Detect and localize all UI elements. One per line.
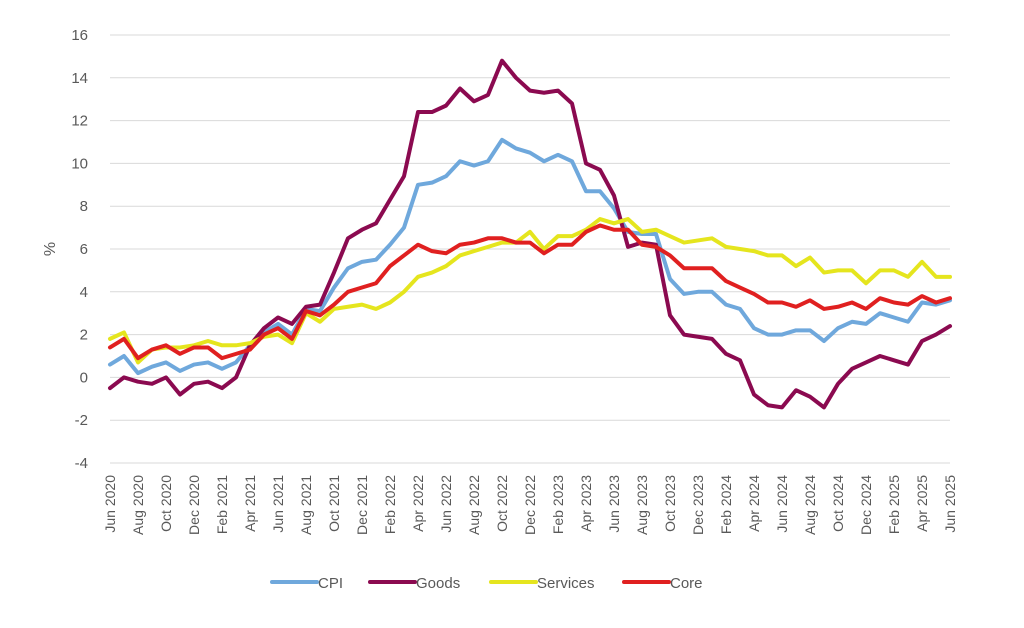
x-tick-label: Feb 2024 <box>718 475 734 534</box>
legend-label-goods: Goods <box>416 575 460 592</box>
x-tick-label: Apr 2022 <box>410 475 426 532</box>
series-line-services <box>108 217 952 365</box>
y-tick-label: 10 <box>71 155 88 172</box>
series-line-cpi <box>108 137 952 376</box>
x-tick-label: Jun 2023 <box>606 475 622 533</box>
y-tick-label: 4 <box>80 284 88 301</box>
series-line-core <box>108 223 952 361</box>
x-tick-label: Jun 2022 <box>438 475 454 533</box>
x-tick-label: Aug 2020 <box>130 475 146 535</box>
x-tick-label: Aug 2024 <box>802 475 818 535</box>
x-tick-label: Aug 2023 <box>634 475 650 535</box>
legend-label-services: Services <box>537 575 595 592</box>
x-tick-label: Feb 2023 <box>550 475 566 534</box>
x-tick-label: Aug 2021 <box>298 475 314 535</box>
x-tick-label: Apr 2025 <box>914 475 930 532</box>
x-tick-label: Dec 2024 <box>858 475 874 535</box>
y-tick-label: 8 <box>80 198 88 215</box>
gridlines <box>110 34 950 464</box>
y-axis-ticks: -4 -2 0 2 4 6 8 10 12 14 16 <box>71 27 88 472</box>
x-tick-label: Dec 2023 <box>690 475 706 535</box>
series-line-goods <box>108 58 952 410</box>
x-tick-label: Aug 2022 <box>466 475 482 535</box>
x-tick-label: Apr 2023 <box>578 475 594 532</box>
x-tick-label: Feb 2022 <box>382 475 398 534</box>
legend-label-core: Core <box>670 575 703 592</box>
x-tick-label: Dec 2022 <box>522 475 538 535</box>
y-tick-label: 12 <box>71 113 88 130</box>
x-tick-label: Jun 2020 <box>102 475 118 533</box>
x-tick-label: Jun 2025 <box>942 475 958 533</box>
y-tick-label: -4 <box>75 455 88 472</box>
x-tick-label: Oct 2022 <box>494 475 510 532</box>
y-axis-label: % <box>42 242 59 256</box>
y-tick-label: 0 <box>80 369 88 386</box>
x-tick-label: Apr 2024 <box>746 475 762 532</box>
x-tick-label: Jun 2021 <box>270 475 286 533</box>
x-tick-label: Jun 2024 <box>774 475 790 533</box>
x-tick-label: Oct 2021 <box>326 475 342 532</box>
x-tick-label: Apr 2021 <box>242 475 258 532</box>
y-tick-label: -2 <box>75 412 88 429</box>
x-tick-label: Oct 2020 <box>158 475 174 532</box>
x-tick-label: Dec 2021 <box>354 475 370 535</box>
series-lines <box>108 58 952 410</box>
x-tick-label: Dec 2020 <box>186 475 202 535</box>
x-axis-ticks: Jun 2020 Aug 2020 Oct 2020 Dec 2020 Feb 2021… <box>102 475 958 535</box>
y-tick-label: 14 <box>71 70 88 87</box>
y-tick-label: 2 <box>80 327 88 344</box>
x-tick-label: Oct 2024 <box>830 475 846 532</box>
y-tick-label: 16 <box>71 27 88 44</box>
y-tick-label: 6 <box>80 241 88 258</box>
x-tick-label: Feb 2025 <box>886 475 902 534</box>
legend: CPI Goods Services Core <box>270 575 703 592</box>
x-tick-label: Feb 2021 <box>214 475 230 534</box>
legend-label-cpi: CPI <box>318 575 343 592</box>
x-tick-label: Oct 2023 <box>662 475 678 532</box>
